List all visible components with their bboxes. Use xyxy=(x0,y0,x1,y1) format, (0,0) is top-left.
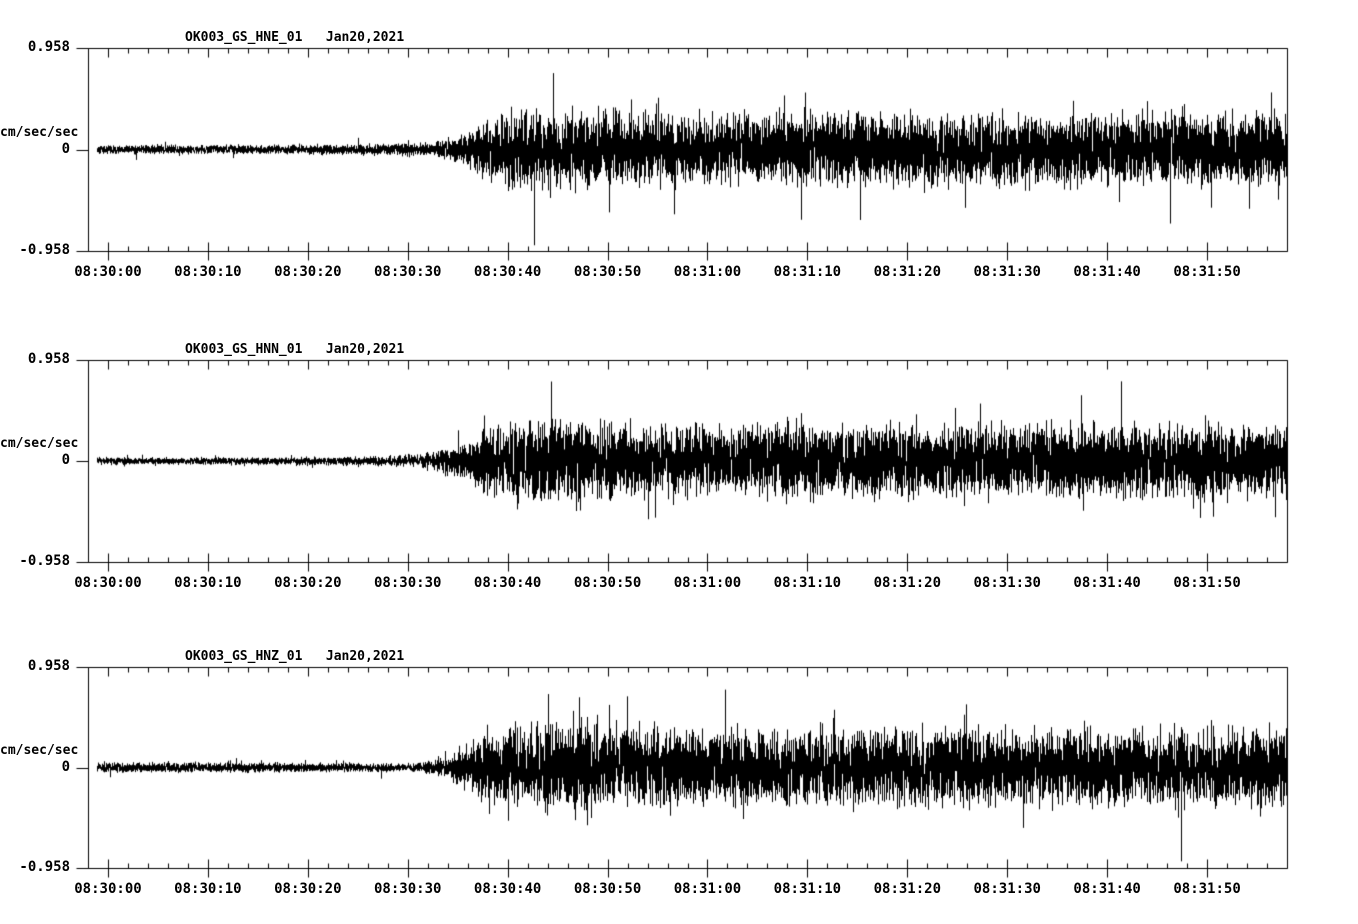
x-tick-label: 08:31:50 xyxy=(1173,881,1241,897)
x-tick-label: 08:31:30 xyxy=(973,881,1041,897)
x-tick-label: 08:31:10 xyxy=(773,881,842,897)
x-tick-label: 08:30:40 xyxy=(473,575,542,591)
panel-title-hnz: OK003_GS_HNZ_01 Jan20,2021 xyxy=(185,649,405,664)
x-tick-label: 08:30:50 xyxy=(573,264,642,280)
x-tick-label: 08:31:20 xyxy=(873,575,942,591)
x-tick-label: 08:30:30 xyxy=(374,264,442,280)
x-tick-label: 08:31:00 xyxy=(673,264,742,280)
y-tick-top-hnn: 0.958 xyxy=(27,351,70,367)
y-axis-unit-label-hnn: cm/sec/sec xyxy=(0,436,79,451)
x-tick-label: 08:30:10 xyxy=(174,264,242,280)
x-tick-label: 08:31:00 xyxy=(673,575,742,591)
waveform-canvas-hnn xyxy=(0,312,1358,622)
x-tick-label: 08:31:20 xyxy=(873,264,942,280)
x-tick-label: 08:31:20 xyxy=(873,881,942,897)
x-tick-label: 08:30:00 xyxy=(74,575,142,591)
x-tick-label: 08:30:40 xyxy=(473,881,542,897)
x-tick-label: 08:30:50 xyxy=(573,881,642,897)
panel-title-hnn: OK003_GS_HNN_01 Jan20,2021 xyxy=(185,342,405,357)
x-tick-label: 08:31:40 xyxy=(1073,575,1141,591)
y-tick-zero-hnn: 0 xyxy=(61,452,70,468)
waveform-canvas-hnz xyxy=(0,619,1358,924)
x-tick-label: 08:30:00 xyxy=(74,881,142,897)
x-tick-label: 08:31:50 xyxy=(1173,264,1241,280)
x-tick-label: 08:31:40 xyxy=(1073,881,1141,897)
y-tick-zero-hnz: 0 xyxy=(61,758,70,775)
x-tick-label: 08:31:50 xyxy=(1173,575,1241,591)
x-tick-label: 08:31:00 xyxy=(673,881,742,897)
x-tick-label: 08:31:30 xyxy=(973,264,1041,280)
x-tick-label: 08:31:40 xyxy=(1073,264,1141,280)
x-tick-label: 08:30:20 xyxy=(274,264,342,280)
y-tick-bottom-hnn: -0.958 xyxy=(19,553,70,569)
y-tick-bottom-hnz: -0.958 xyxy=(19,859,70,875)
panel-title-hne: OK003_GS_HNE_01 Jan20,2021 xyxy=(185,30,405,45)
x-tick-label: 08:30:20 xyxy=(274,881,342,897)
x-tick-label: 08:30:30 xyxy=(374,575,442,591)
y-axis-unit-label-hne: cm/sec/sec xyxy=(0,124,79,140)
x-tick-label: 08:30:30 xyxy=(374,881,442,897)
x-tick-label: 08:30:10 xyxy=(174,575,242,591)
y-tick-top-hnz: 0.958 xyxy=(27,658,70,674)
x-tick-label: 08:31:10 xyxy=(773,575,842,591)
seismogram-panel-hnz: OK003_GS_HNZ_01 Jan20,2021 cm/sec/sec 0.… xyxy=(0,619,1358,924)
y-tick-top-hne: 0.958 xyxy=(27,39,70,55)
seismogram-panel-hnn: OK003_GS_HNN_01 Jan20,2021 cm/sec/sec 0.… xyxy=(0,312,1358,622)
seismogram-panel-hne: OK003_GS_HNE_01 Jan20,2021 cm/sec/sec 0.… xyxy=(0,0,1358,310)
x-tick-label: 08:30:40 xyxy=(473,264,542,280)
x-tick-label: 08:30:50 xyxy=(573,575,642,591)
x-tick-label: 08:30:00 xyxy=(74,264,142,280)
y-tick-zero-hne: 0 xyxy=(61,140,70,157)
y-axis-unit-label-hnz: cm/sec/sec xyxy=(0,742,79,758)
x-tick-label: 08:30:10 xyxy=(174,881,242,897)
x-tick-label: 08:30:20 xyxy=(274,575,342,591)
x-tick-label: 08:31:30 xyxy=(973,575,1041,591)
waveform-canvas-hne xyxy=(0,0,1358,310)
x-tick-label: 08:31:10 xyxy=(773,264,842,280)
y-tick-bottom-hne: -0.958 xyxy=(19,242,70,258)
